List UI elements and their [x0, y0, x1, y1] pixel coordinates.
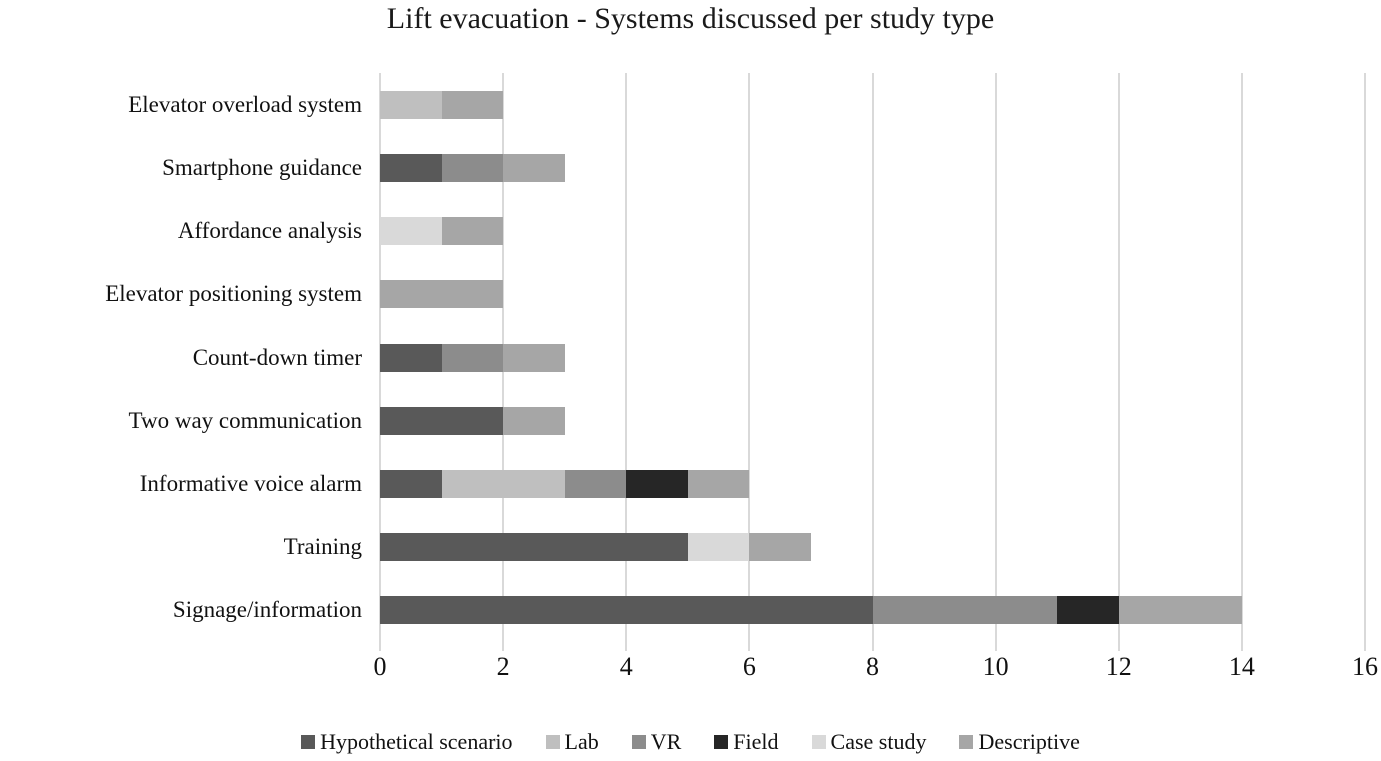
legend-item: Case study	[811, 729, 927, 755]
bar-segment	[503, 153, 565, 182]
bar-segment	[687, 533, 750, 562]
bar-row	[380, 343, 565, 372]
bar-row	[380, 406, 565, 435]
bar-segment	[380, 469, 442, 498]
bar-segment	[380, 280, 504, 309]
legend-swatch-icon	[714, 735, 729, 749]
bar-segment	[380, 406, 504, 435]
bar-row	[380, 596, 1242, 625]
category-label: Elevator positioning system	[105, 281, 362, 307]
x-tick-label: 8	[866, 652, 879, 681]
gridline-x-14	[1240, 73, 1243, 651]
bar-row	[380, 280, 504, 309]
legend-item: Lab	[545, 729, 599, 755]
x-tick-label: 14	[1228, 652, 1255, 681]
legend-swatch-icon	[301, 735, 316, 749]
gridline-x-12	[1117, 73, 1120, 651]
bar-segment	[380, 90, 442, 119]
category-label: Informative voice alarm	[139, 470, 362, 496]
gridline-x-4	[625, 73, 628, 651]
legend-label: Lab	[564, 729, 599, 754]
bar-segment	[441, 469, 565, 498]
bar-segment	[380, 596, 873, 625]
gridline-x-8	[871, 73, 874, 651]
bar-segment	[872, 596, 1058, 625]
category-label: Signage/information	[172, 597, 362, 623]
gridline-x-16	[1364, 73, 1366, 651]
plot-area	[379, 73, 1366, 651]
bar-segment	[380, 343, 442, 372]
bar-row	[380, 533, 811, 562]
legend-item: VR	[631, 729, 682, 755]
category-label: Elevator overload system	[128, 91, 362, 117]
legend-label: VR	[650, 729, 682, 754]
bar-segment	[441, 153, 504, 182]
x-tick-label: 6	[742, 652, 756, 681]
bar-segment	[441, 343, 504, 372]
legend-swatch-icon	[545, 735, 560, 749]
bar-segment	[626, 469, 688, 498]
bar-segment	[503, 406, 565, 435]
category-label: Smartphone guidance	[162, 154, 362, 180]
gridline-x-6	[748, 73, 751, 651]
category-label: Count-down timer	[192, 344, 362, 370]
legend-item: Descriptive	[959, 729, 1080, 755]
legend-label: Field	[733, 729, 779, 754]
category-label: Two way communication	[128, 407, 362, 433]
bar-row	[380, 217, 504, 246]
bar-segment	[380, 217, 442, 246]
bar-segment	[503, 343, 565, 372]
bar-segment	[441, 90, 504, 119]
legend-label: Descriptive	[978, 729, 1080, 754]
category-label: Training	[283, 534, 362, 560]
legend-swatch-icon	[959, 735, 974, 749]
gridline-x-10	[994, 73, 997, 651]
bar-segment	[441, 217, 504, 246]
chart-title: Lift evacuation - Systems discussed per …	[386, 2, 995, 35]
bar-row	[380, 469, 750, 498]
legend-item: Hypothetical scenario	[301, 729, 513, 755]
bar-segment	[380, 533, 688, 562]
legend-label: Hypothetical scenario	[320, 729, 513, 754]
x-tick-label: 12	[1105, 652, 1132, 681]
legend-label: Case study	[830, 729, 927, 754]
bar-segment	[564, 469, 627, 498]
x-tick-label: 10	[982, 652, 1009, 681]
x-tick-label: 0	[373, 652, 387, 681]
bar-segment	[749, 533, 811, 562]
bar-segment	[1118, 596, 1242, 625]
bar-segment	[1057, 596, 1119, 625]
legend-item: Field	[714, 729, 779, 755]
bar-row	[380, 90, 504, 119]
legend-swatch-icon	[811, 735, 826, 749]
bar-segment	[380, 153, 442, 182]
bar-row	[380, 153, 565, 182]
bar-segment	[687, 469, 750, 498]
legend-swatch-icon	[631, 735, 646, 749]
x-tick-label: 2	[496, 652, 510, 681]
x-tick-label: 16	[1352, 652, 1378, 681]
x-tick-label: 4	[619, 652, 633, 681]
category-label: Affordance analysis	[177, 218, 362, 244]
legend: Hypothetical scenario Lab VR Field Case stud…	[0, 729, 1381, 755]
